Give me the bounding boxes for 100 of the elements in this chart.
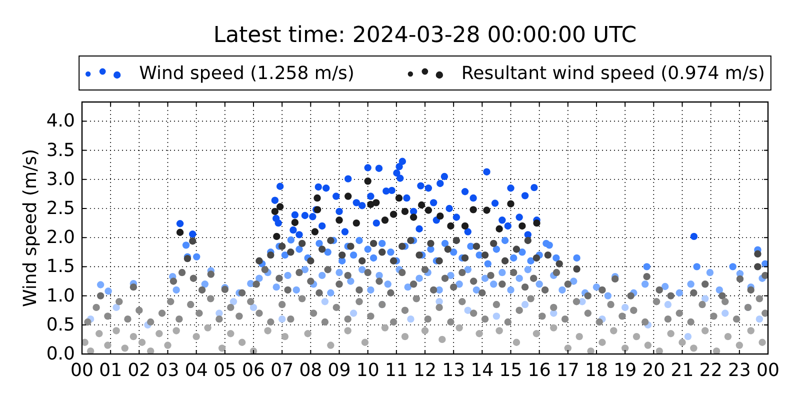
point — [564, 280, 572, 288]
y-tick-label: 3.0 — [46, 168, 75, 190]
x-tick-label: 22 — [699, 360, 722, 381]
point — [356, 286, 363, 294]
point — [417, 182, 424, 190]
point — [478, 289, 486, 296]
point — [667, 292, 674, 300]
point — [556, 260, 563, 268]
point — [747, 327, 754, 334]
point — [621, 344, 629, 352]
point — [516, 274, 523, 282]
point — [481, 251, 489, 259]
x-tick-label: 14 — [470, 360, 494, 381]
point — [450, 248, 458, 256]
point — [611, 275, 619, 283]
point — [632, 332, 640, 340]
point — [643, 263, 650, 270]
x-tick-label: 17 — [556, 360, 580, 381]
point — [532, 254, 540, 262]
point — [521, 300, 529, 308]
point — [82, 338, 88, 346]
point — [361, 338, 369, 346]
y-tick-label: 1.5 — [46, 256, 75, 278]
x-tick-label: 11 — [384, 360, 408, 381]
point — [341, 228, 349, 236]
point — [507, 286, 514, 294]
point — [756, 315, 764, 323]
point — [318, 272, 326, 280]
point — [227, 330, 234, 338]
point — [321, 298, 329, 306]
x-tick-label: 05 — [213, 360, 236, 381]
point — [395, 194, 403, 202]
point — [314, 194, 321, 202]
point — [552, 254, 560, 262]
point — [452, 236, 460, 244]
point — [587, 347, 594, 354]
point — [172, 286, 180, 294]
point — [498, 280, 506, 288]
point — [747, 286, 754, 294]
point — [546, 242, 553, 249]
point — [296, 268, 303, 276]
point — [736, 275, 744, 283]
point — [518, 222, 526, 230]
point — [344, 272, 352, 280]
point — [464, 266, 472, 274]
point — [192, 332, 200, 340]
point — [398, 268, 406, 276]
point — [430, 199, 438, 206]
point — [512, 246, 520, 253]
x-tick-label: 08 — [299, 360, 322, 381]
point — [367, 286, 374, 294]
point — [201, 280, 209, 288]
point — [501, 257, 509, 264]
point — [464, 306, 472, 314]
x-tick-label: 10 — [356, 360, 380, 381]
point — [104, 342, 112, 349]
point — [444, 246, 452, 253]
point — [318, 222, 326, 230]
point — [352, 199, 360, 206]
point — [456, 324, 463, 332]
point — [96, 330, 103, 338]
point — [261, 266, 269, 274]
point — [290, 226, 297, 234]
point — [441, 240, 449, 248]
point — [564, 344, 572, 352]
point — [164, 342, 172, 349]
point — [662, 282, 669, 290]
point — [483, 206, 490, 214]
point — [401, 208, 409, 216]
point — [512, 338, 520, 346]
point — [492, 246, 500, 253]
point — [86, 347, 94, 354]
point — [276, 203, 284, 210]
point — [724, 332, 732, 340]
point — [393, 169, 400, 177]
point — [370, 254, 378, 262]
point — [436, 212, 444, 220]
point — [573, 254, 580, 262]
point — [592, 283, 600, 291]
point — [398, 158, 406, 165]
x-tick-label: 15 — [499, 360, 522, 381]
point — [706, 268, 714, 276]
point — [396, 163, 403, 170]
point — [472, 242, 480, 250]
point — [762, 272, 768, 280]
point — [332, 192, 340, 200]
point — [524, 266, 532, 274]
point — [350, 310, 358, 317]
point — [276, 274, 283, 282]
point — [490, 280, 498, 288]
point — [156, 330, 163, 338]
y-tick-label: 2.0 — [46, 227, 75, 248]
point — [272, 283, 280, 291]
x-tick-label: 12 — [414, 360, 436, 381]
point — [347, 278, 354, 285]
point — [278, 242, 286, 250]
point — [501, 236, 509, 244]
point — [104, 288, 112, 295]
point — [338, 251, 346, 259]
point — [271, 196, 279, 204]
